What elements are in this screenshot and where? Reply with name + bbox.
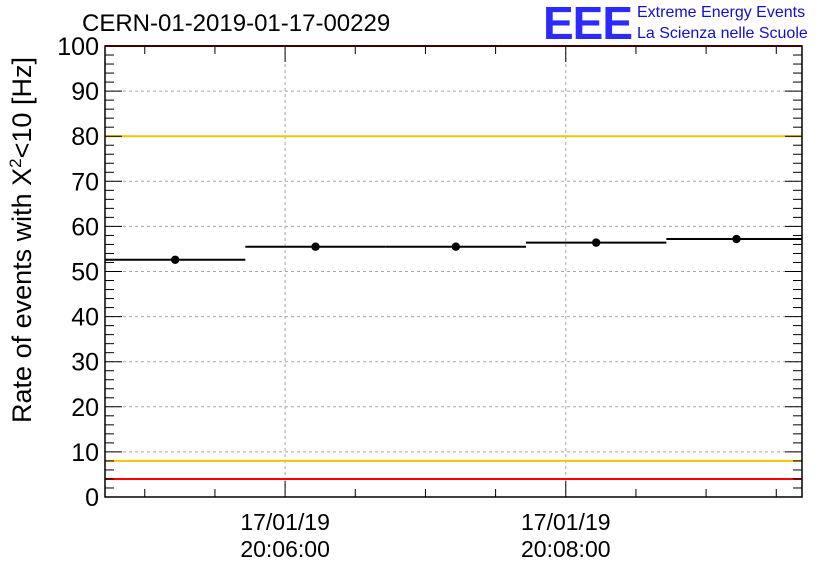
x-tick-label-date: 17/01/19 [521,509,611,535]
x-tick-label-time: 20:06:00 [240,536,330,562]
y-tick-label: 70 [71,168,99,196]
y-tick-label: 20 [71,394,99,422]
x-tick-label-date: 17/01/19 [240,509,330,535]
threshold-lines [105,45,802,480]
y-axis-label-sup: 2 [6,158,25,168]
data-point [732,234,741,244]
y-tick-label: 50 [71,259,99,287]
logo-line-2: La Scienza nelle Scuole [637,25,808,42]
data-point [591,238,601,247]
y-tick-label: 0 [85,484,99,512]
chart-title: CERN-01-2019-01-17-00229 [82,10,391,37]
y-axis-label-suffix: <10 [Hz] [7,57,37,159]
y-tick-label: 100 [57,33,99,61]
y-tick-label: 10 [71,439,99,467]
data-point [451,242,461,251]
y-axis-label: Rate of events with X2<10 [Hz] [6,57,38,423]
x-tick-label-time: 20:08:00 [521,536,611,562]
logo-line-1: Extreme Energy Events [637,4,806,21]
data-point [170,255,180,264]
y-tick-label: 40 [71,304,99,332]
y-tick-label: 60 [71,213,99,241]
grid-lines [105,46,802,497]
axis-ticks [105,45,802,498]
y-axis-label-prefix: Rate of events with X [7,167,37,423]
y-tick-label: 30 [71,349,99,377]
data-points [105,234,802,264]
y-tick-label: 90 [71,78,99,106]
y-tick-labels: 0 10 20 30 40 50 60 70 80 90 100 [57,33,99,512]
data-point [311,242,320,251]
y-tick-label: 80 [71,123,99,151]
eee-logo-mark: EEE [543,0,633,49]
